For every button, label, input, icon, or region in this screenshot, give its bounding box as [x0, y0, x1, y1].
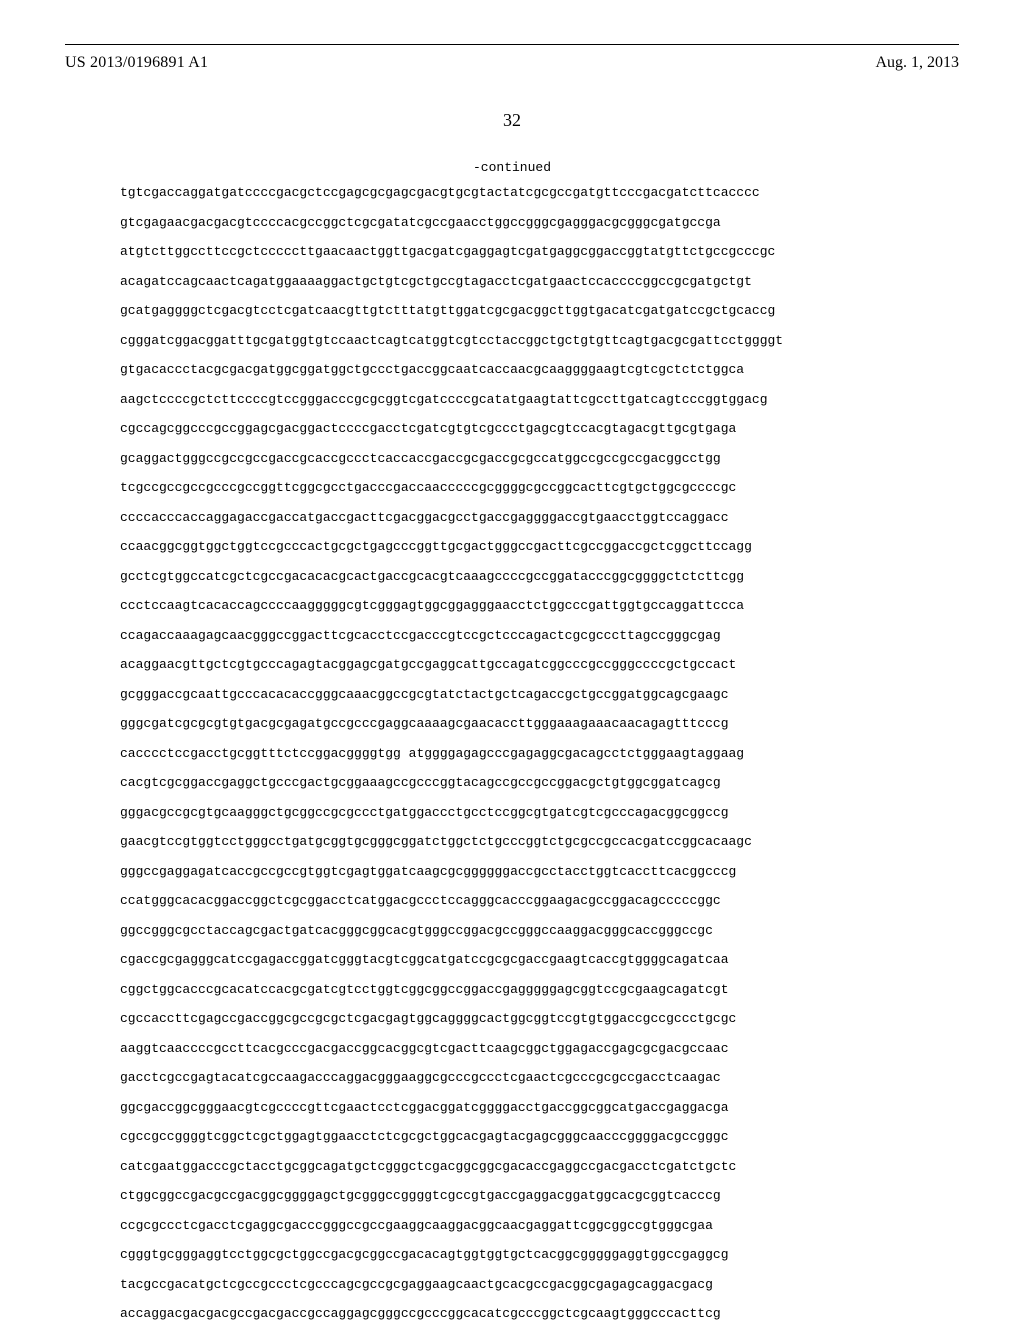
- page-number: 32: [0, 110, 1024, 131]
- header-rule: [65, 44, 959, 45]
- publication-date: Aug. 1, 2013: [875, 54, 959, 72]
- sequence-listing: tgtcgaccaggatgatccccgacgctccgagcgcgagcga…: [120, 178, 904, 1329]
- continued-label: -continued: [0, 160, 1024, 175]
- publication-number: US 2013/0196891 A1: [65, 54, 208, 72]
